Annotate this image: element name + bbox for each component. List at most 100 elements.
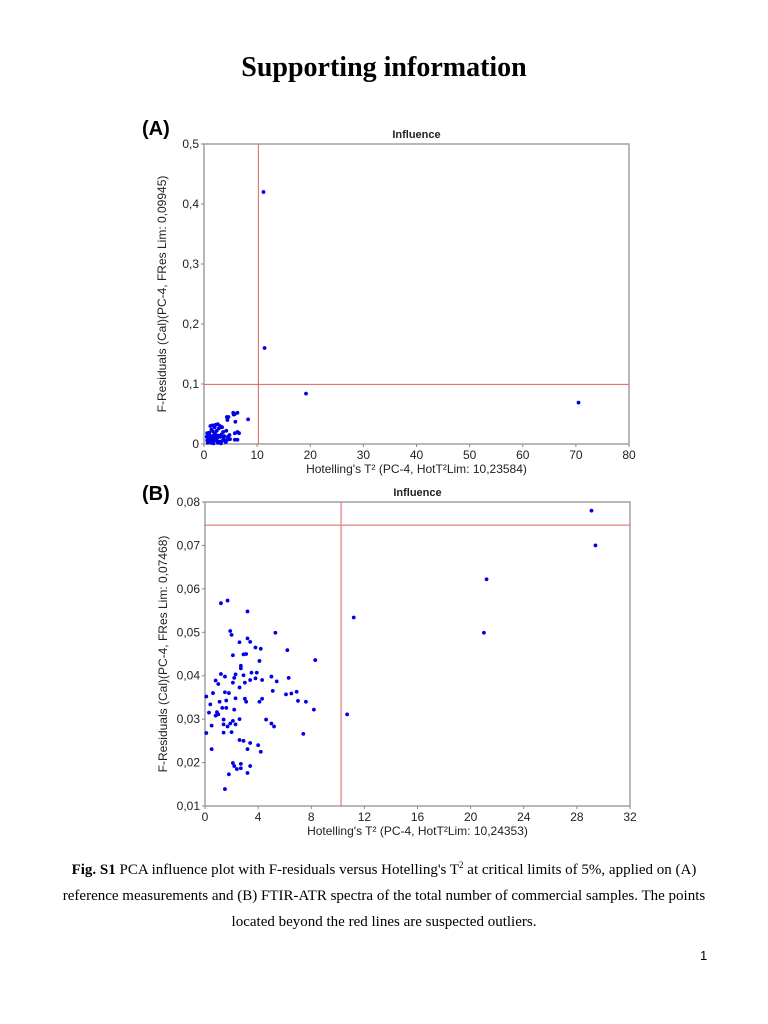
data-point xyxy=(231,412,236,417)
y-tick-label: 0,02 xyxy=(177,756,201,770)
data-point xyxy=(225,724,230,729)
y-tick-label: 0,07 xyxy=(177,538,201,552)
page-number: 1 xyxy=(700,948,708,963)
data-point xyxy=(214,428,219,433)
caption-text-2: at critical limits of 5%, applied on (A)… xyxy=(62,862,706,930)
data-point xyxy=(576,400,581,405)
data-point xyxy=(233,419,238,424)
data-point xyxy=(257,699,262,704)
data-point xyxy=(208,702,213,707)
y-tick-label: 0,3 xyxy=(182,257,199,271)
x-tick-label: 50 xyxy=(463,448,477,462)
data-point xyxy=(237,640,242,645)
data-point xyxy=(207,710,211,715)
y-tick-label: 0,5 xyxy=(182,137,199,151)
data-point xyxy=(223,690,227,695)
data-point xyxy=(237,431,241,436)
data-point xyxy=(254,670,259,675)
y-tick-label: 0,08 xyxy=(177,495,201,509)
y-tick-label: 0,06 xyxy=(177,582,201,596)
caption-text-1: PCA influence plot with F-residuals vers… xyxy=(115,862,460,878)
data-point xyxy=(241,738,246,743)
data-point xyxy=(235,437,240,442)
data-point xyxy=(289,691,294,696)
data-point xyxy=(304,699,308,704)
x-tick-label: 30 xyxy=(357,448,371,462)
data-point xyxy=(284,692,288,697)
data-point xyxy=(237,738,242,742)
data-point xyxy=(211,441,216,446)
x-tick-label: 20 xyxy=(464,810,478,824)
influence-plot-b: Influence 0 4 8 12 16 20 24 28 32 0,01 0,02 0,03 0,04… xyxy=(156,487,637,838)
x-axis-label: Hotelling's T² (PC-4, HotT²Lim: 10,24353… xyxy=(307,824,528,838)
data-point xyxy=(244,699,249,704)
data-point xyxy=(216,682,221,686)
data-point xyxy=(220,425,224,430)
data-point xyxy=(273,630,278,635)
data-point xyxy=(228,721,233,726)
data-point xyxy=(234,767,239,771)
x-tick-label: 40 xyxy=(410,448,424,462)
data-point xyxy=(204,694,209,699)
data-point xyxy=(232,675,237,680)
data-point xyxy=(227,691,231,695)
data-point xyxy=(215,440,220,445)
data-point xyxy=(238,666,243,671)
data-point xyxy=(212,425,217,430)
data-point xyxy=(294,689,299,694)
caption-label: Fig. S1 xyxy=(71,862,116,878)
data-point xyxy=(221,717,226,722)
data-point xyxy=(242,680,247,685)
data-point xyxy=(238,766,243,771)
data-point xyxy=(237,685,242,690)
data-point xyxy=(244,652,249,656)
y-tick-label: 0,4 xyxy=(182,197,199,211)
data-point xyxy=(219,672,223,676)
data-point xyxy=(262,346,267,350)
data-point xyxy=(256,743,261,748)
data-point xyxy=(260,678,265,682)
x-tick-label: 4 xyxy=(255,810,262,824)
data-point xyxy=(232,437,237,442)
x-tick-label: 70 xyxy=(569,448,583,462)
y-axis-label: F-Residuals (Cal)(PC-4, FRes Lim: 0,0746… xyxy=(156,536,170,773)
y-tick-label: 0,03 xyxy=(177,712,201,726)
data-point xyxy=(285,648,290,652)
data-point xyxy=(207,430,212,435)
caption-superscript: 2 xyxy=(459,860,464,870)
data-point xyxy=(209,723,214,728)
data-point xyxy=(228,629,233,633)
data-point xyxy=(245,609,250,614)
data-point xyxy=(351,615,356,620)
x-tick-label: 60 xyxy=(516,448,530,462)
data-point xyxy=(261,190,266,194)
data-point xyxy=(245,771,250,775)
data-point xyxy=(269,674,274,679)
data-point xyxy=(217,699,222,704)
data-point xyxy=(258,646,263,651)
x-tick-label: 16 xyxy=(411,810,425,824)
data-point xyxy=(484,577,489,582)
data-point xyxy=(482,630,486,635)
data-point xyxy=(225,598,230,603)
data-point xyxy=(223,674,227,679)
data-point xyxy=(286,675,291,680)
data-point xyxy=(230,680,235,685)
data-point xyxy=(238,663,243,668)
y-axis-label: F-Residuals (Cal)(PC-4, FRes Lim: 0,0994… xyxy=(155,176,169,413)
data-point xyxy=(235,410,240,415)
data-point xyxy=(224,705,229,710)
y-tick-label: 0 xyxy=(192,437,199,451)
data-point xyxy=(226,415,231,419)
y-tick-label: 0,1 xyxy=(182,377,199,391)
data-point xyxy=(204,731,209,735)
data-point xyxy=(301,732,306,736)
influence-plot-a: Influence 0 10 20 30 40 50 60 70 80 0 0,1 0,2 0,3 0,4 0… xyxy=(155,129,636,476)
data-point xyxy=(589,508,594,513)
data-point xyxy=(248,741,253,745)
data-point xyxy=(219,432,224,437)
data-point xyxy=(229,632,234,637)
data-point xyxy=(233,696,238,701)
data-point xyxy=(216,433,221,438)
data-point xyxy=(257,659,262,663)
